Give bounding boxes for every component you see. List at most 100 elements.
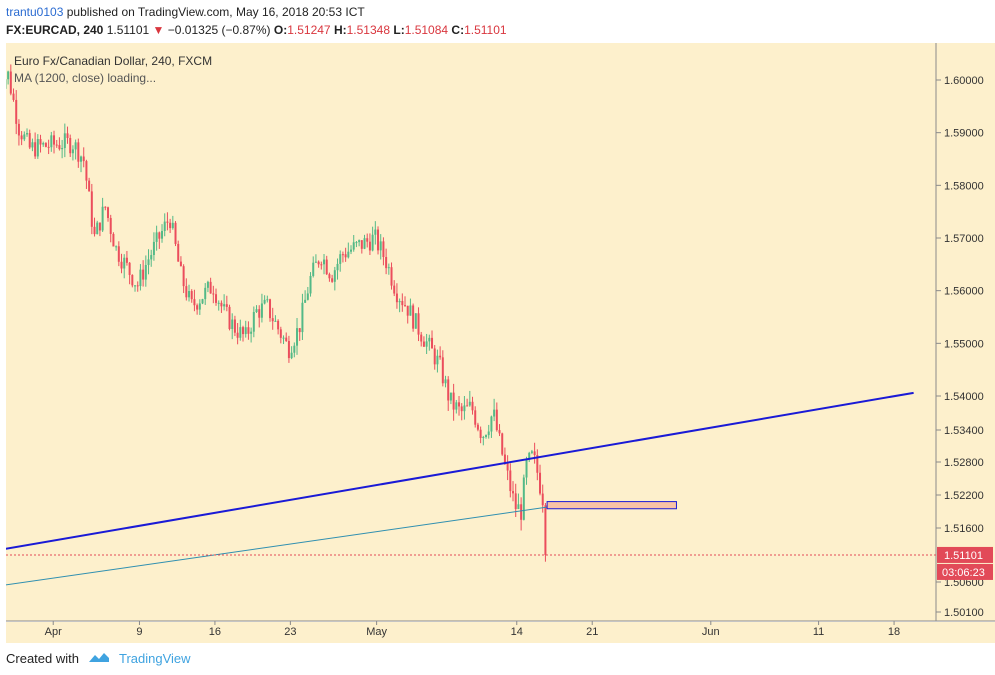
candle-bull (290, 352, 293, 359)
candle-bear (271, 318, 274, 322)
candle-bull (134, 285, 137, 287)
candle-bear (277, 320, 280, 330)
candle-bear (393, 285, 396, 294)
candle-bull (296, 328, 299, 346)
candle-bear (412, 305, 415, 329)
candle-bear (220, 302, 223, 307)
candle-bear (287, 340, 290, 359)
ma-1200-line (6, 506, 548, 586)
candle-bull (363, 238, 366, 249)
price-axis (936, 43, 995, 621)
candle-bear (177, 243, 180, 262)
trendline[interactable] (6, 391, 914, 554)
candle-bear (28, 133, 31, 148)
down-arrow-icon: ▼ (152, 23, 165, 37)
time-tick-label: Jun (702, 626, 720, 638)
price-tick-label: 1.56000 (944, 286, 984, 298)
candle-bull (336, 263, 339, 271)
candle-bear (395, 293, 398, 303)
candle-bull (398, 301, 401, 303)
candle-bear (541, 493, 544, 506)
candle-bull (414, 313, 417, 329)
tradingview-logo-icon[interactable] (87, 650, 111, 666)
candle-bear (479, 429, 482, 438)
open-value: 1.51247 (287, 23, 331, 37)
low-value: 1.51084 (404, 23, 449, 37)
candle-bear (422, 341, 425, 347)
candle-bear (196, 305, 199, 310)
candle-bear (544, 505, 547, 555)
time-tick-label: May (366, 626, 387, 638)
candle-bear (128, 262, 131, 275)
candle-bear (120, 261, 123, 269)
countdown-tag-text: 03:06:23 (942, 567, 985, 579)
candle-bull (263, 299, 266, 304)
candle-bear (98, 222, 101, 231)
candle-bear (320, 264, 323, 266)
time-axis (6, 622, 995, 643)
price-tick-label: 1.54000 (944, 391, 984, 403)
candle-bear (93, 226, 96, 235)
candle-bull (255, 309, 258, 313)
candle-bear (193, 299, 196, 306)
candle-bear (471, 401, 474, 411)
candle-bull (139, 269, 142, 287)
candle-bull (379, 241, 382, 251)
candle-bear (439, 355, 442, 358)
candle-bull (63, 133, 66, 149)
candle-bull (347, 251, 350, 258)
candle-bear (136, 285, 139, 287)
candle-bull (155, 232, 158, 242)
candle-bull (23, 134, 26, 140)
candle-bull (304, 299, 307, 303)
candle-bull (490, 416, 493, 432)
time-tick-label: 14 (511, 626, 523, 638)
candle-bear (58, 145, 61, 150)
candle-bear (382, 241, 385, 258)
published-text: published on TradingView.com, May 16, 20… (66, 5, 365, 19)
supply-zone[interactable] (546, 501, 677, 510)
candle-bull (522, 477, 525, 520)
candle-bear (169, 222, 172, 229)
candle-bear (298, 328, 301, 333)
candle-bull (339, 254, 342, 264)
price-ticks: 1.60000 1.59000 1.58000 1.57000 1.56000 1.550… (936, 75, 984, 619)
candle-bear (247, 327, 250, 334)
candle-bull (204, 287, 207, 300)
candle-bull (244, 327, 247, 335)
candle-bear (228, 306, 231, 329)
price-tick-label: 1.52200 (944, 490, 984, 502)
price-tick-label: 1.52800 (944, 457, 984, 469)
candle-bear (179, 261, 182, 267)
candle-bull (352, 242, 355, 250)
candle-bull (50, 135, 53, 148)
chart-area[interactable]: 1.60000 1.59000 1.58000 1.57000 1.56000 1.550… (6, 43, 995, 643)
candle-bull (517, 504, 520, 510)
candle-bull (217, 302, 220, 304)
candle-bear (55, 144, 58, 146)
candle-bear (328, 274, 331, 279)
author-link[interactable]: trantu0103 (6, 5, 64, 19)
candle-bull (323, 259, 326, 265)
candle-bull (231, 319, 234, 329)
tradingview-link[interactable]: TradingView (118, 650, 191, 666)
candle-bear (112, 233, 115, 247)
candle-bull (201, 299, 204, 304)
price-tick-label: 1.55000 (944, 338, 984, 350)
candle-bear (406, 305, 409, 316)
candle-bull (436, 355, 439, 365)
candle-bull (26, 133, 29, 135)
candle-bull (171, 222, 174, 229)
candle-bull (358, 240, 361, 243)
price-tick-label: 1.60000 (944, 75, 984, 87)
candle-bear (447, 379, 450, 401)
candle-bear (109, 217, 112, 234)
last-price-tag-text: 1.51101 (944, 550, 983, 562)
candle-bear (431, 337, 434, 349)
candle-bear (66, 133, 69, 138)
symbol-info: FX:EURCAD, 240 1.51101 ▼ −0.01325 (−0.87… (6, 23, 507, 37)
footer: Created with TradingView (6, 650, 191, 666)
candle-bear (498, 430, 501, 434)
candle-bull (147, 259, 150, 266)
candle-bull (250, 331, 253, 334)
